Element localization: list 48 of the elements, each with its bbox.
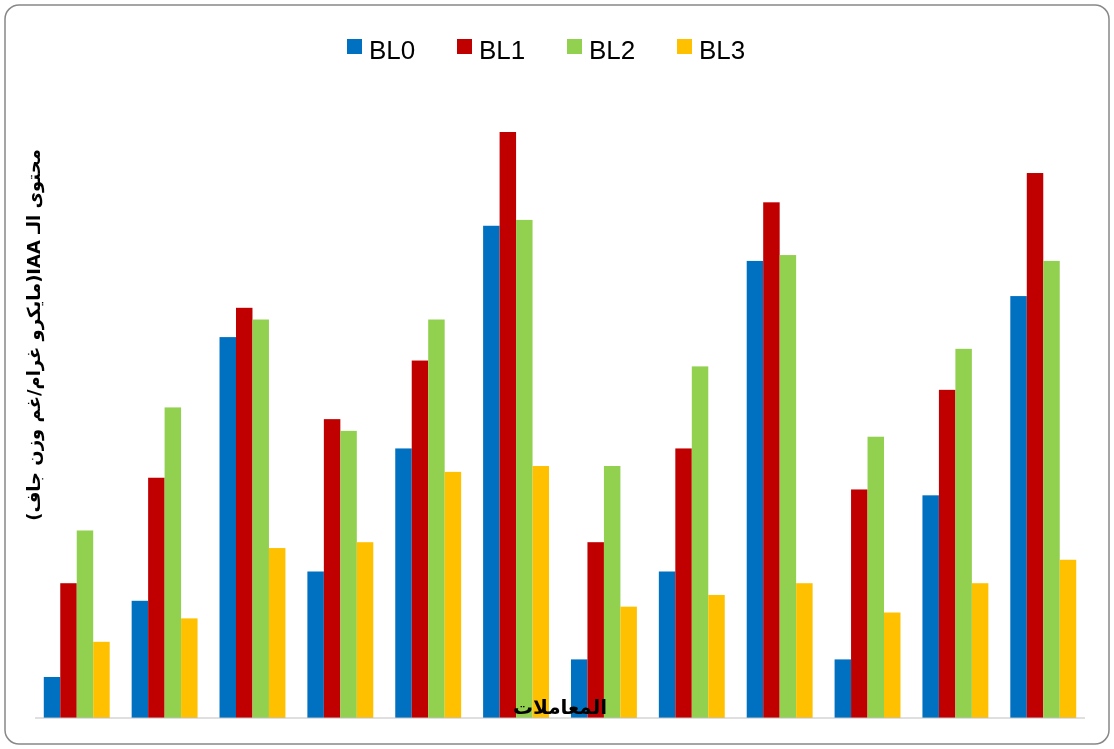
bar [1010,296,1027,718]
bar [763,202,780,718]
x-axis-title: المعاملات [512,695,608,719]
bar [428,319,445,718]
bar [340,430,357,718]
bar [323,419,341,718]
bar [867,436,885,718]
bar [691,366,709,718]
bar [796,583,813,718]
bar [483,225,500,718]
bar [43,676,61,718]
bar [444,471,462,718]
bar [395,448,412,718]
bar [746,260,764,718]
legend-label: BL3 [699,34,746,65]
legend-label: BL1 [479,34,526,65]
bar [181,618,198,718]
bar [620,606,637,718]
bar [834,659,852,718]
bar [148,477,165,718]
bar [884,612,901,718]
y-axis-title: محتوى الـ IAA(مايكرو غرام/غم وزن جاف) [23,149,45,521]
bar [1026,173,1044,718]
bar [60,583,77,718]
bar [411,360,429,718]
bar [219,337,236,718]
bar [938,389,956,718]
bar [708,594,725,718]
bar [851,489,868,718]
bar [658,571,676,718]
bar [779,255,797,718]
bar [307,571,324,718]
bar [675,448,692,718]
bar [93,641,110,718]
bar [922,495,939,718]
bar [1043,260,1060,718]
bar [356,542,374,718]
bar [164,407,182,718]
legend-label: BL0 [369,34,416,65]
legend-label: BL2 [589,34,636,65]
bar [76,530,94,718]
bar [971,583,989,718]
bar [268,548,286,718]
bar [131,600,149,718]
bar [252,319,269,718]
bar [1059,559,1077,718]
bar [955,348,972,718]
bar [235,307,253,718]
